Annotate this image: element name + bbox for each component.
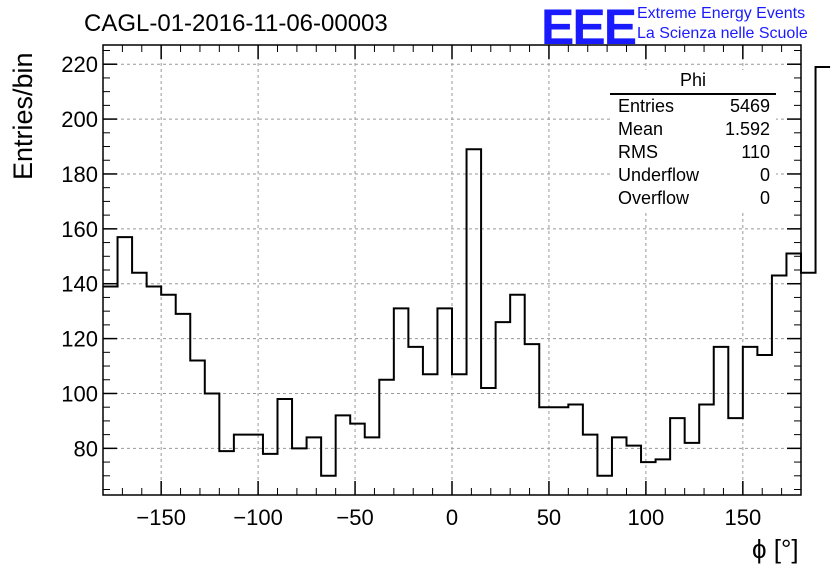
y-tick-label: 140 [61,272,98,297]
histogram-bin [714,347,729,495]
histogram-bin [423,374,438,495]
x-axis-label: ϕ [°] [752,534,799,564]
histogram-bin [801,273,816,495]
histogram-bin [336,415,351,495]
histogram-bin [772,275,787,495]
histogram-bin [467,149,482,495]
histogram-bin [597,476,612,495]
y-tick-label: 80 [74,436,98,461]
y-tick-label: 100 [61,381,98,406]
stats-label: Mean [618,119,664,139]
y-tick-label: 200 [61,107,98,132]
stats-row-overflow: Overflow 0 [610,187,776,210]
histogram-bin [205,393,220,495]
stats-row-entries: Entries 5469 [610,95,776,118]
histogram-bin [786,254,801,495]
histogram-bin [118,237,133,495]
histogram-bin [365,437,380,495]
histogram-bin [190,361,205,495]
stats-label: Underflow [618,165,700,185]
stats-row-underflow: Underflow 0 [610,164,776,187]
stats-title: Phi [610,70,776,95]
histogram-bin [263,454,278,495]
histogram-bin [656,459,671,495]
histogram-bin [554,407,569,495]
histogram-bin [728,418,743,495]
histogram-steps [103,65,831,477]
histogram-bin [670,418,685,495]
histogram-bin [394,308,409,495]
histogram-bin [103,286,118,495]
y-axis-label: Entries/bin [8,52,38,180]
histogram-bin [292,448,307,495]
x-tick-label: 50 [537,505,561,530]
x-tick-label: 150 [724,505,761,530]
histogram-bin [147,286,162,495]
histogram-bin [525,344,540,495]
x-tick-label: 0 [446,505,458,530]
x-tick-label: 100 [628,505,665,530]
histogram-bin [176,314,191,495]
histogram-bin [568,404,583,495]
histogram-bin [408,347,423,495]
histogram-bin [510,295,525,495]
logo-caption: Extreme Energy Events La Scienza nelle S… [637,4,808,44]
y-tick-label: 120 [61,327,98,352]
histogram-bin [132,273,147,495]
logo-caption-line2: La Scienza nelle Scuole [637,25,808,42]
histogram-bin [161,295,176,495]
histogram-bin [685,443,700,495]
logo-caption-line1: Extreme Energy Events [637,5,806,22]
histogram-bin [699,404,714,495]
histogram-bin [350,424,365,495]
histogram-bin [496,322,511,495]
histogram-bin [321,476,336,495]
stats-row-rms: RMS 110 [610,141,776,164]
stats-value: 1.592 [724,119,770,139]
y-tick-label: 180 [61,162,98,187]
histogram-bin [743,347,758,495]
histogram-bin [757,355,772,495]
x-tick-label: −50 [336,505,373,530]
histogram-bin [379,380,394,495]
stats-value: 5469 [729,96,770,116]
histogram-bin [437,308,452,495]
histogram-bin [219,451,234,495]
histogram-bin [816,67,831,495]
chart-title: CAGL-01-2016-11-06-00003 [84,10,388,37]
histogram-bin [641,462,656,495]
stats-label: RMS [618,142,658,162]
histogram-bin [481,388,496,495]
histogram-bin [612,437,627,495]
stats-label: Overflow [618,188,690,208]
x-tick-label: −100 [233,505,283,530]
histogram-bin [278,399,293,495]
histogram-bin [248,435,263,495]
stats-value: 0 [759,165,770,185]
histogram-bin [583,435,598,495]
histogram-bin [539,407,554,495]
histogram-bin [234,435,249,495]
histogram-bin [627,446,642,495]
histogram-bin [307,437,322,495]
x-tick-label: −150 [136,505,186,530]
stats-box: Phi Entries 5469 Mean 1.592 RMS 110 Unde… [610,70,776,210]
stats-label: Entries [618,96,675,116]
histogram-bin [452,374,467,495]
y-tick-label: 160 [61,217,98,242]
stats-value: 110 [741,142,770,162]
eee-logo: EEE [541,0,637,55]
y-tick-label: 220 [61,52,98,77]
stats-value: 0 [759,188,770,208]
stats-row-mean: Mean 1.592 [610,118,776,141]
